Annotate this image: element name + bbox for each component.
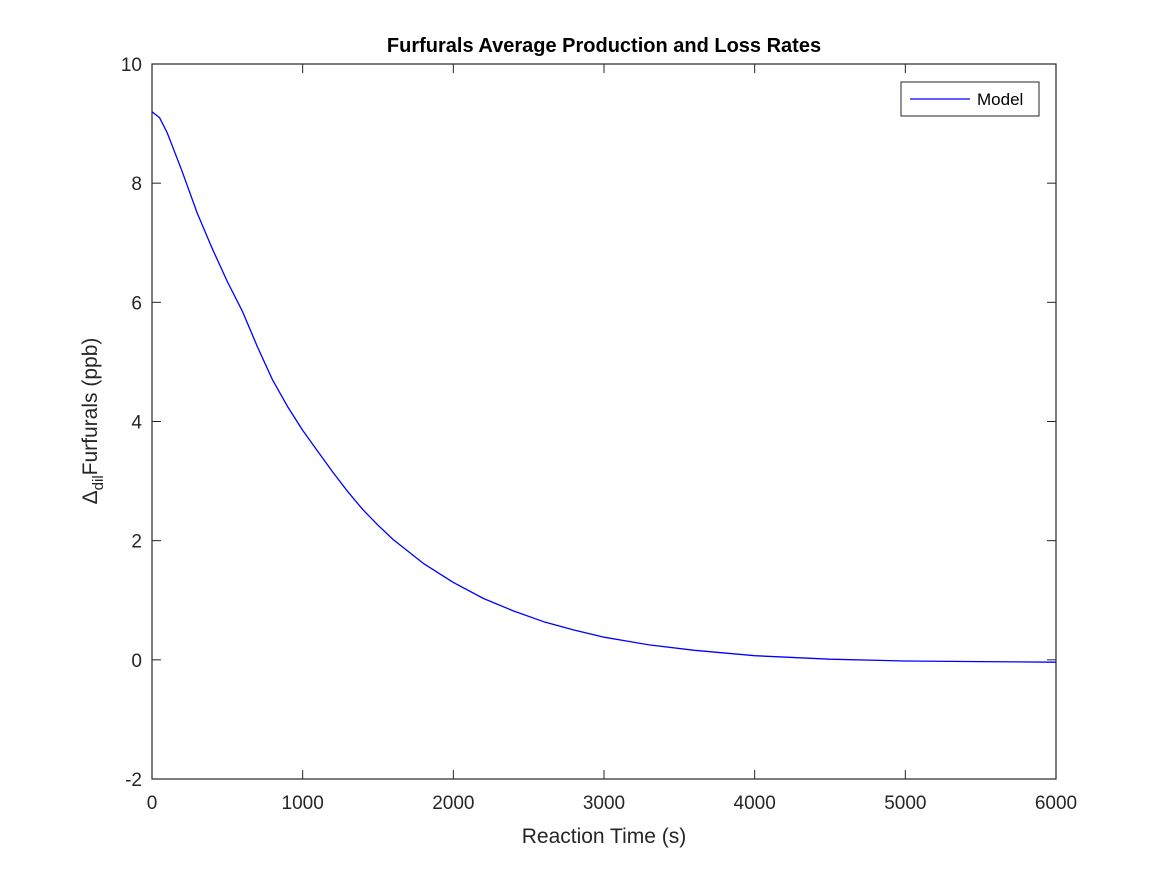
y-tick-label: 6 — [131, 293, 142, 314]
x-tick-label: 2000 — [432, 793, 474, 814]
y-axis-label-delta: Δ — [79, 490, 102, 504]
y-axis-label: ΔdilFurfurals (ppb) — [79, 338, 107, 505]
y-tick-label: 4 — [131, 413, 142, 434]
x-tick-label: 3000 — [583, 793, 625, 814]
x-axis-label: Reaction Time (s) — [522, 825, 687, 848]
y-tick-label: 0 — [131, 651, 142, 672]
y-axis-label-main: Furfurals (ppb) — [79, 338, 102, 476]
plot-area-frame — [151, 63, 1057, 780]
chart-title: Furfurals Average Production and Loss Ra… — [387, 35, 821, 57]
x-tick-label: 0 — [147, 793, 158, 814]
x-tick-label: 6000 — [1035, 793, 1077, 814]
y-axis-ticks: -2 0 2 4 6 8 10 — [121, 55, 1056, 791]
y-tick-label: 2 — [131, 532, 142, 553]
x-axis-ticks: 0 1000 2000 3000 4000 5000 6000 — [147, 64, 1077, 814]
series-line-model — [151, 111, 1057, 663]
legend-label-model: Model — [977, 90, 1023, 109]
y-axis-label-subscript: dil — [90, 475, 107, 490]
y-tick-label: 10 — [121, 55, 142, 76]
series-layer — [151, 111, 1057, 663]
y-tick-label: -2 — [125, 770, 142, 791]
x-tick-label: 5000 — [884, 793, 926, 814]
x-tick-label: 4000 — [734, 793, 776, 814]
y-tick-label: 8 — [131, 174, 142, 195]
x-tick-label: 1000 — [282, 793, 324, 814]
legend: Model — [900, 81, 1040, 117]
